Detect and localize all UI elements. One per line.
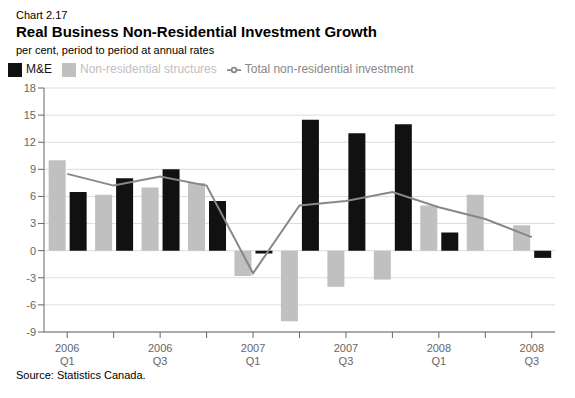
html-text:Total non-residential investme: Total non-residential investment [244, 62, 414, 76]
html-text:per cent, period to period at: per cent, period to period at annual rat… [16, 44, 215, 56]
svg-text:2008Q3: 2008Q3 [520, 342, 544, 367]
html-text:Source: Statistics Canada.: Source: Statistics Canada. [16, 369, 146, 381]
svg-text:3: 3 [30, 217, 36, 229]
svg-text:6: 6 [30, 190, 36, 202]
svg-text:2006Q3: 2006Q3 [148, 342, 172, 367]
svg-text:12: 12 [24, 136, 36, 148]
svg-text:2007Q3: 2007Q3 [334, 342, 358, 367]
html-text:Non-residential structures: Non-residential structures [80, 62, 217, 76]
svg-text:18: 18 [24, 82, 36, 94]
html-text:Chart 2.17: Chart 2.17 [16, 9, 68, 21]
svg-text:0: 0 [30, 245, 36, 257]
svg-text:-9: -9 [26, 326, 36, 338]
svg-text:15: 15 [24, 109, 36, 121]
svg-text:9: 9 [30, 163, 36, 175]
svg-text:2006Q1: 2006Q1 [55, 342, 79, 367]
svg-text:2007Q1: 2007Q1 [241, 342, 265, 367]
html-text:Real Business Non-Residential: Real Business Non-Residential Investment… [16, 23, 377, 40]
html-text:M&E: M&E [26, 62, 52, 76]
svg-text:-3: -3 [26, 272, 36, 284]
svg-text:2008Q1: 2008Q1 [427, 342, 451, 367]
svg-text:-6: -6 [26, 299, 36, 311]
